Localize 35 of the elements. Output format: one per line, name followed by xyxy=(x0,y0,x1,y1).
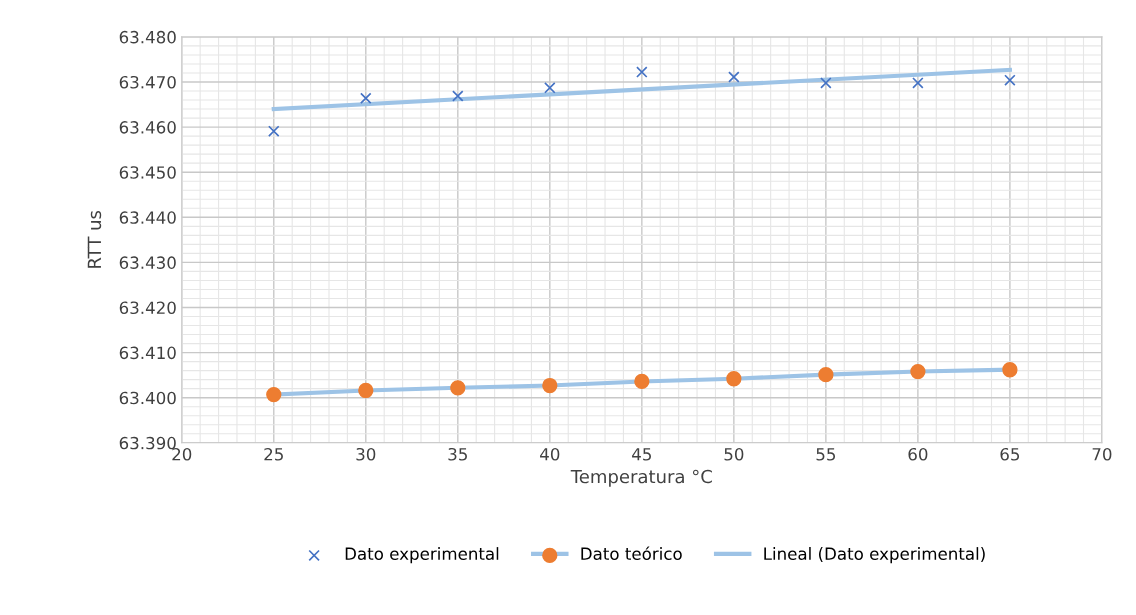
y-tick-label: 63.390 xyxy=(119,436,176,450)
y-tick-label: 63.450 xyxy=(119,166,176,179)
x-tick-label: 45 xyxy=(632,448,651,461)
x-tick-label: 20 xyxy=(172,447,192,461)
point xyxy=(728,71,740,83)
point xyxy=(360,92,372,104)
x-tick-label: 30 xyxy=(356,447,376,461)
x-tick-label: 65 xyxy=(1000,447,1020,461)
x-tick-label: 60 xyxy=(908,447,928,461)
y-tick-label: 63.420 xyxy=(119,301,176,315)
point xyxy=(544,82,556,94)
y-tick-label: 63.410 xyxy=(119,346,176,360)
legend-label: Dato experimental xyxy=(345,547,499,564)
x-tick-label: 40 xyxy=(540,447,560,461)
point xyxy=(268,125,280,137)
x-tick-label: 55 xyxy=(816,448,836,461)
x-axis-title: Temperatura °C xyxy=(570,469,712,487)
point xyxy=(452,90,464,102)
point xyxy=(1004,74,1016,86)
x-tick-label: 50 xyxy=(724,447,744,461)
y-tick-label: 63.400 xyxy=(119,391,176,405)
y-axis-title: RTT us xyxy=(87,210,102,268)
y-tick-label: 63.430 xyxy=(119,256,176,269)
legend-label: Lineal (Dato experimental) xyxy=(764,547,985,564)
x-tick-label: 25 xyxy=(264,447,283,461)
y-tick-label: 63.440 xyxy=(119,211,176,224)
point xyxy=(636,66,648,78)
legend-label: Dato teórico xyxy=(581,546,682,560)
x-tick-label: 70 xyxy=(1092,447,1112,461)
y-tick-label: 63.460 xyxy=(119,121,176,134)
y-tick-label: 63.470 xyxy=(119,75,176,89)
point xyxy=(820,77,832,89)
x-tick-label: 35 xyxy=(448,447,467,461)
point xyxy=(912,77,924,89)
y-tick-label: 63.480 xyxy=(119,30,176,44)
